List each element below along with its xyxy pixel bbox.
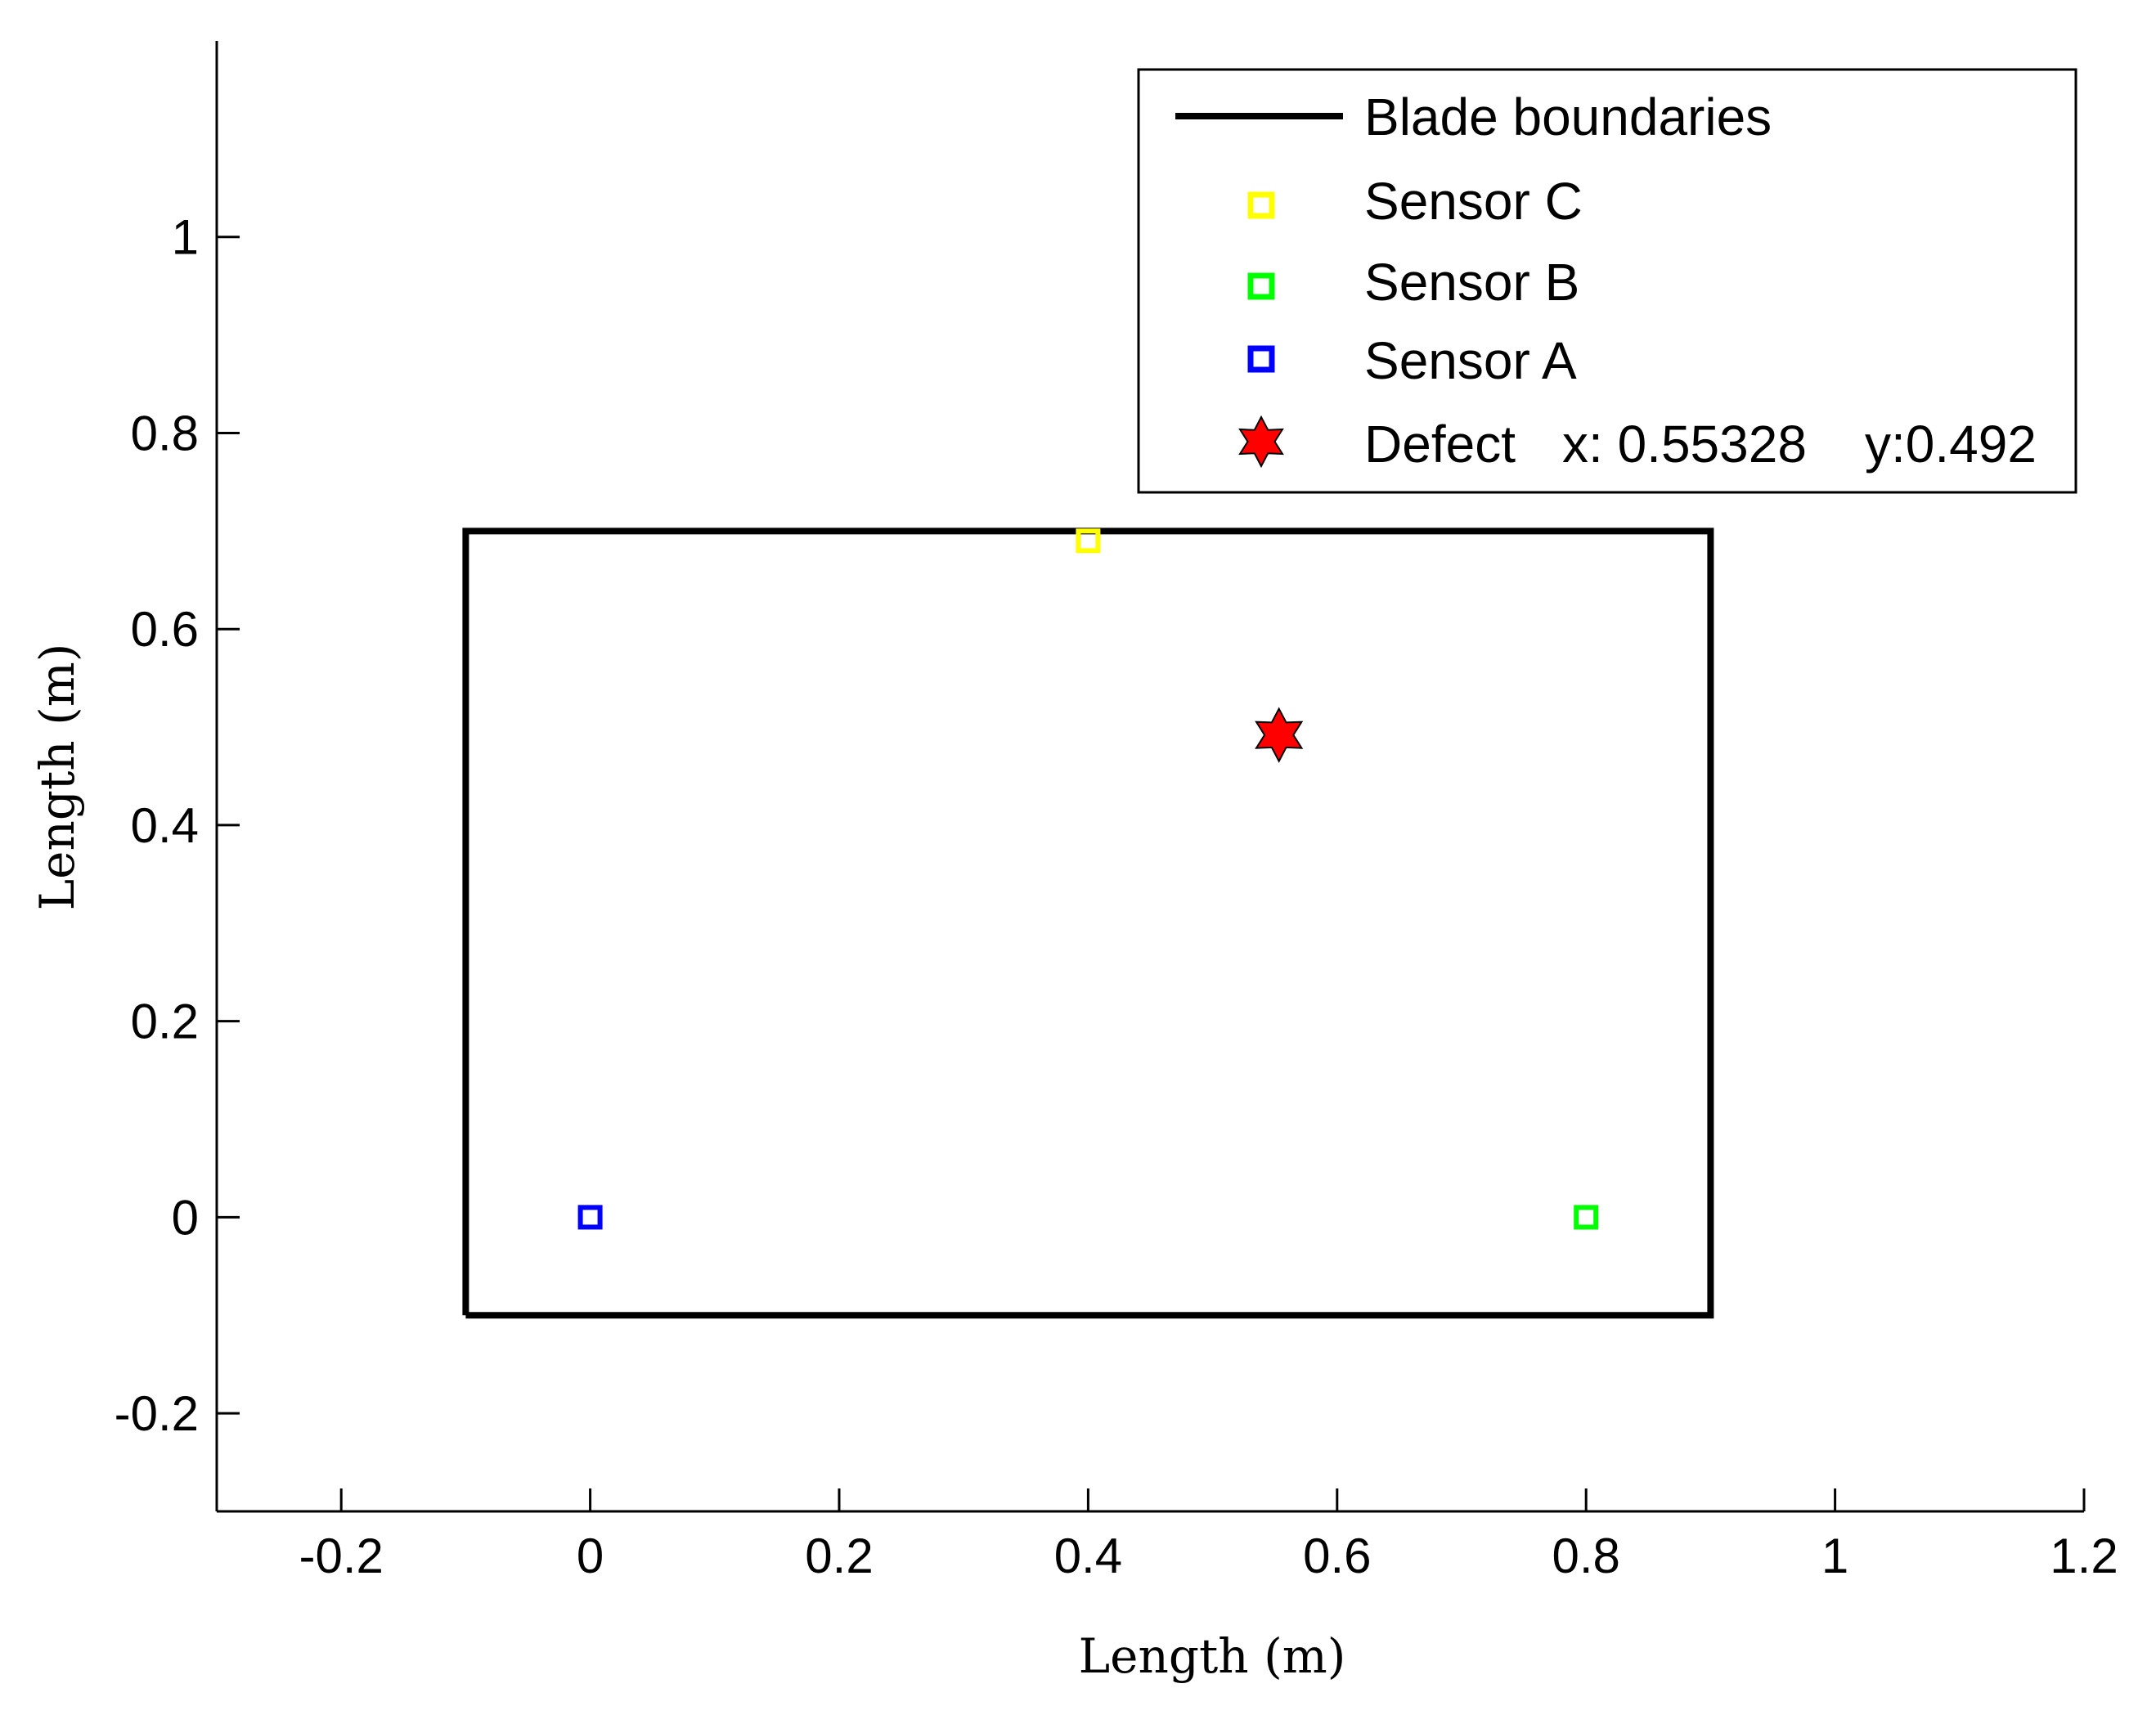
- sensor-c-marker: [1076, 528, 1101, 554]
- x-tick-label: 0.6: [1303, 1529, 1371, 1583]
- legend-label-blade-boundaries: Blade boundaries: [1364, 88, 1772, 146]
- x-tick-label: 1: [1821, 1529, 1848, 1583]
- legend-swatch-defect: [1238, 415, 1284, 469]
- x-tick-label: 0: [577, 1529, 604, 1583]
- blade-boundaries-line: [462, 528, 1714, 1319]
- sensor-b-marker: [1574, 1205, 1599, 1230]
- legend-label-sensor-c: Sensor C: [1364, 172, 1583, 231]
- legend-label-defect-x: x: 0.55328: [1562, 415, 1807, 474]
- y-tick-label: 0.8: [131, 406, 199, 460]
- legend-label-defect-y: y:0.492: [1865, 415, 2037, 474]
- legend-label-sensor-a: Sensor A: [1364, 331, 1577, 390]
- legend-label-sensor-b: Sensor B: [1364, 253, 1579, 312]
- legend: Blade boundaries Sensor C Sensor B Senso…: [1137, 68, 2077, 494]
- y-axis-title: Length (m): [29, 644, 85, 911]
- plot-marks: [462, 528, 1714, 1319]
- y-tick-label: -0.2: [115, 1386, 199, 1441]
- x-tick-label: -0.2: [299, 1529, 384, 1583]
- legend-swatch-sensor-a: [1247, 345, 1275, 373]
- x-tick-label: 1.2: [2050, 1529, 2118, 1583]
- y-tick-label: 1: [172, 210, 199, 265]
- y-tick-label: 0.2: [131, 994, 199, 1049]
- defect-marker: [1255, 707, 1304, 763]
- axes: -0.2 0 0.2 0.4 0.6 0.8 1 1.2 -0.2 0 0.2 0.4 0.6 0.8 1: [115, 41, 2118, 1583]
- legend-box: [1137, 68, 2077, 494]
- x-tick-label: 0.8: [1552, 1529, 1619, 1583]
- x-axis-title: Length (m): [1079, 1628, 1346, 1684]
- y-tick-label: 0.6: [131, 602, 199, 657]
- legend-swatch-sensor-c: [1247, 191, 1275, 219]
- legend-star-icon: [1238, 415, 1284, 469]
- legend-label-defect: Defect: [1364, 415, 1516, 474]
- sensor-a-marker: [577, 1205, 603, 1230]
- x-tick-label: 0.2: [805, 1529, 873, 1583]
- y-tick-label: 0: [172, 1190, 199, 1245]
- x-tick-label: 0.4: [1054, 1529, 1122, 1583]
- legend-swatch-sensor-b: [1247, 272, 1275, 300]
- y-tick-label: 0.4: [131, 798, 199, 853]
